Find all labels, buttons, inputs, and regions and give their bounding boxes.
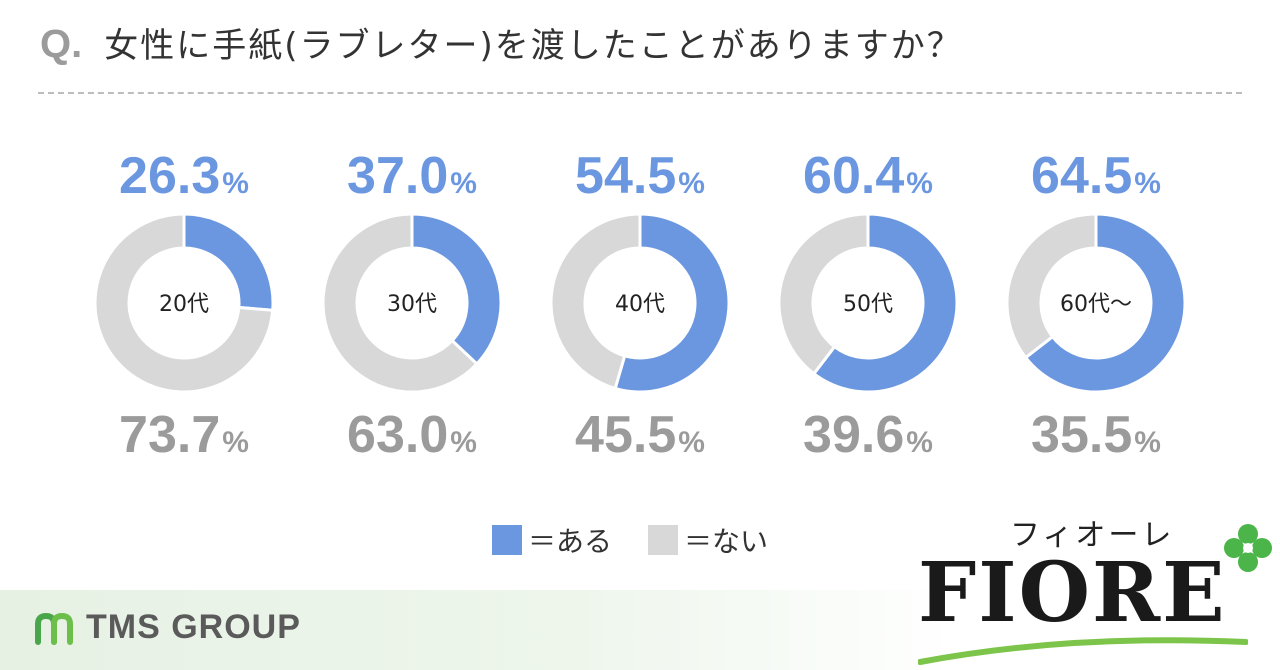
legend-swatch-no (648, 525, 679, 555)
slice-yes (410, 212, 503, 367)
legend-item-yes: ＝ある (492, 520, 612, 560)
category-label: 50代 (843, 292, 893, 317)
slice-no (321, 212, 480, 394)
pct-label-no: 39.6% (803, 406, 933, 464)
question-header: Q. 女性に手紙(ラブレター)を渡したことがありますか？ (40, 18, 963, 78)
slice-no (549, 212, 642, 391)
pct-label-yes: 60.4% (803, 147, 933, 205)
slice-yes (1023, 212, 1187, 394)
pct-label-no: 63.0% (347, 406, 477, 464)
tms-group-logo: TMS GROUP (34, 608, 301, 647)
legend-item-no: ＝ない (648, 520, 768, 560)
fiore-wordmark: FIORE (918, 545, 1227, 641)
donut-charts: 26.3% 20代 73.7% 37.0% 30代 63.0% 54.5% 40代 45.5% 6… (93, 147, 1187, 464)
pct-label-yes: 64.5% (1031, 147, 1161, 205)
pct-label-yes: 26.3% (119, 147, 249, 205)
pct-label-no: 73.7% (119, 406, 249, 464)
slice-yes (811, 212, 959, 394)
question-text: 女性に手紙(ラブレター)を渡したことがありますか？ (104, 26, 963, 66)
legend-label-yes: ＝ある (528, 525, 613, 558)
category-label: 20代 (159, 292, 209, 317)
slice-no (777, 212, 870, 376)
pct-label-no: 45.5% (575, 406, 705, 464)
tms-group-text: TMS GROUP (86, 608, 301, 646)
slice-no (93, 212, 275, 394)
slice-yes (613, 212, 731, 394)
legend: ＝ある ＝ない (492, 520, 804, 560)
fiore-swoosh (918, 637, 1248, 665)
category-label: 60代～ (1060, 292, 1132, 317)
legend-swatch-yes (492, 525, 522, 555)
pct-label-yes: 54.5% (575, 147, 705, 205)
dashed-divider (38, 92, 1242, 94)
pct-label-no: 35.5% (1031, 406, 1161, 464)
category-label: 30代 (387, 292, 437, 317)
fiore-kana: フィオーレ (1010, 518, 1175, 553)
slice-no (1005, 212, 1098, 360)
category-label: 40代 (615, 292, 665, 317)
legend-label-no: ＝ない (684, 525, 769, 558)
tms-leaf-icon (35, 612, 73, 645)
footer-band (0, 590, 1280, 670)
question-prefix: Q. (40, 22, 83, 66)
clover-icon (1224, 524, 1272, 572)
pct-label-yes: 37.0% (347, 147, 477, 205)
